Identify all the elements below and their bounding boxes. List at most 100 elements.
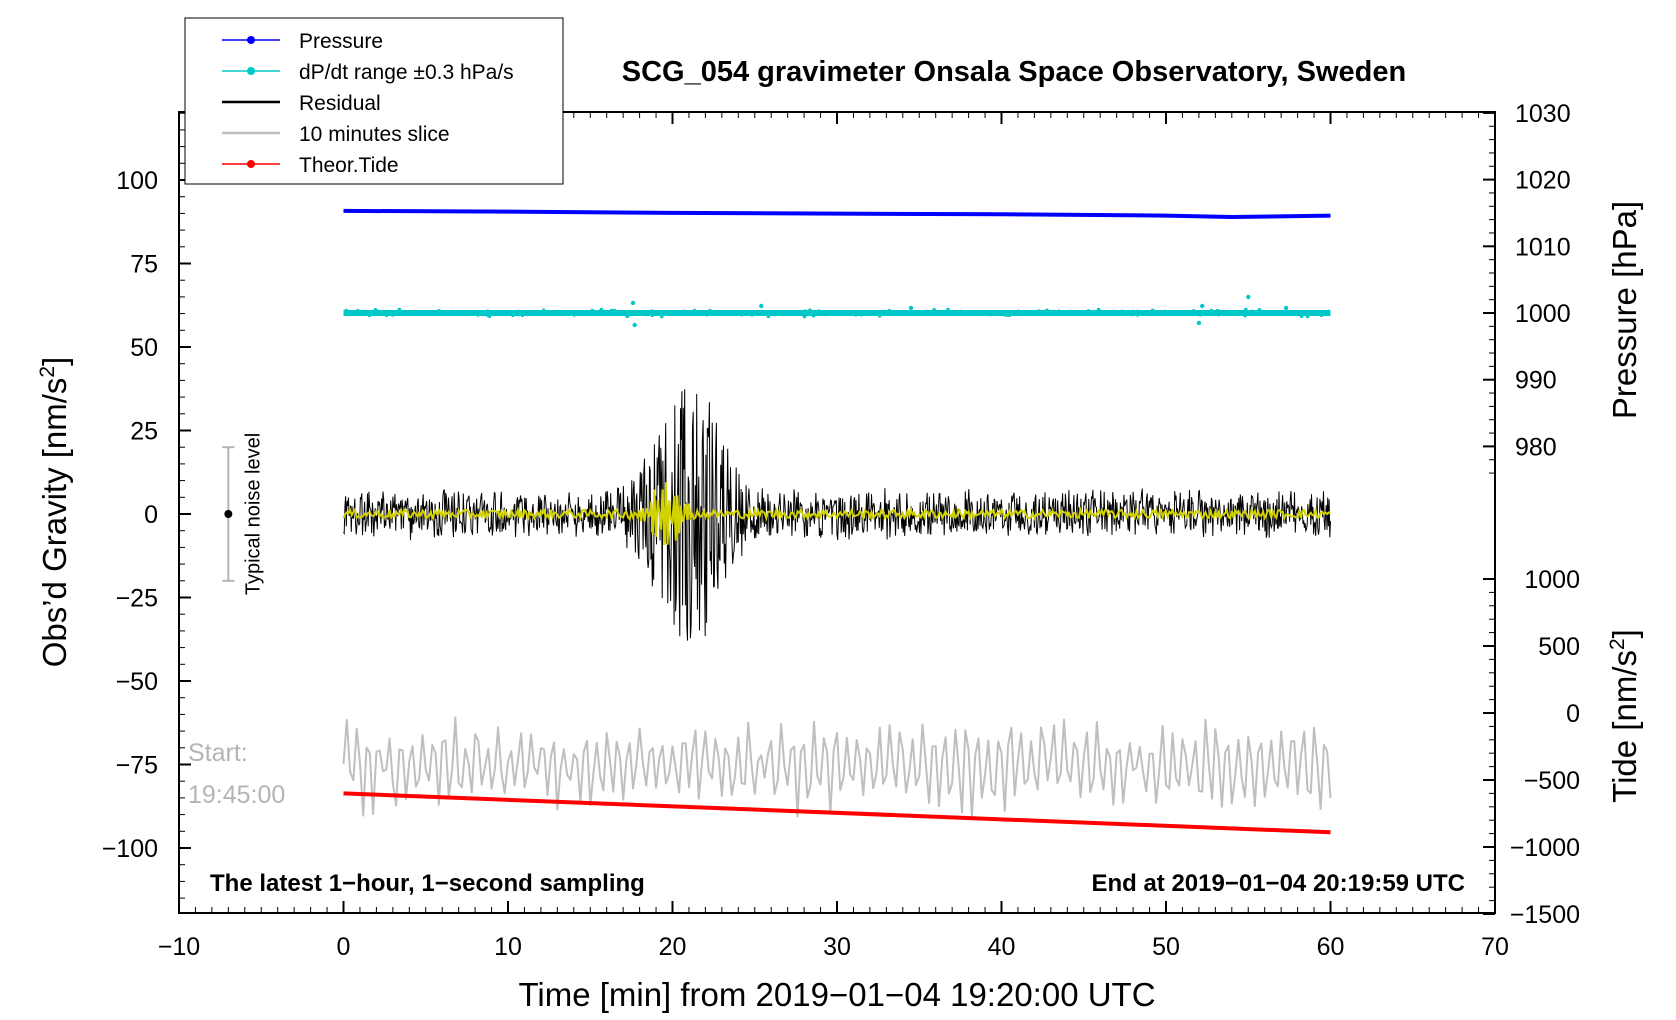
- tide-tick-label: 500: [1538, 633, 1580, 661]
- dpdt-point: [367, 310, 372, 315]
- dpdt-point: [740, 312, 744, 317]
- dpdt-point: [1169, 310, 1174, 315]
- dpdt-point: [867, 312, 871, 316]
- noise-bar-label: Typical noise level: [242, 433, 264, 595]
- dpdt-point: [958, 309, 963, 314]
- dpdt-point: [645, 312, 649, 317]
- dpdt-point: [937, 312, 942, 316]
- dpdt-point: [715, 312, 720, 316]
- dpdt-outlier: [1246, 294, 1251, 300]
- dpdt-point: [590, 308, 594, 313]
- dpdt-point: [835, 310, 839, 314]
- dpdt-point: [934, 310, 938, 315]
- dpdt-point: [373, 308, 378, 312]
- dpdt-point: [1247, 310, 1251, 315]
- dpdt-point: [1174, 312, 1178, 316]
- dpdt-point: [780, 311, 784, 315]
- bottom-left-note: The latest 1−hour, 1−second sampling: [210, 870, 645, 897]
- dpdt-point: [980, 311, 984, 315]
- tide-label-end: ]: [1606, 629, 1643, 638]
- dpdt-point: [854, 313, 858, 317]
- dpdt-point: [381, 309, 386, 314]
- dpdt-point: [911, 310, 915, 315]
- tide-label-exp: 2: [1606, 638, 1629, 650]
- legend-label: dP/dt range ±0.3 hPa/s: [299, 61, 514, 84]
- y-tick-label: −100: [102, 835, 158, 863]
- dpdt-point: [513, 310, 517, 314]
- dpdt-point: [721, 309, 725, 314]
- start-label: Start:: [188, 739, 248, 767]
- tide-label-main: Tide [nm/s: [1606, 650, 1643, 803]
- y-left-label: Obs’d Gravity [nm/s2]: [36, 357, 73, 668]
- dpdt-point: [1244, 307, 1248, 312]
- dpdt-point: [457, 312, 462, 316]
- pressure-ticks: 1030 1020 1010 1000 990 980: [1483, 100, 1571, 474]
- dpdt-point: [1226, 310, 1231, 314]
- dpdt-point: [1257, 308, 1262, 312]
- dpdt-point: [680, 312, 685, 316]
- dpdt-point: [1244, 310, 1248, 315]
- dpdt-point: [862, 310, 866, 315]
- dpdt-point: [520, 313, 525, 318]
- x-tick-label: −10: [158, 933, 200, 961]
- dpdt-point: [609, 308, 614, 313]
- legend-label: Residual: [299, 92, 381, 115]
- y-tick-label: 50: [130, 334, 158, 362]
- dpdt-point: [1135, 313, 1140, 317]
- dpdt-point: [932, 308, 936, 312]
- dpdt-point: [501, 312, 506, 316]
- y-left-label-end: ]: [36, 357, 73, 366]
- dpdt-point: [525, 312, 530, 317]
- tide-tick-label: 1000: [1524, 566, 1580, 594]
- dpdt-point: [1223, 310, 1227, 315]
- pressure-tick-label: 990: [1515, 367, 1557, 395]
- x-tick-label: 60: [1317, 933, 1345, 961]
- dpdt-point: [618, 311, 623, 315]
- y-tick-label: 0: [144, 501, 158, 529]
- dpdt-point: [691, 309, 696, 314]
- dpdt-outlier: [1200, 303, 1205, 309]
- pressure-tick-label: 1020: [1515, 167, 1571, 195]
- dpdt-point: [1045, 308, 1049, 313]
- dpdt-point: [486, 309, 490, 314]
- dpdt-point: [633, 311, 637, 316]
- dpdt-point: [386, 312, 390, 317]
- dpdt-outlier: [630, 300, 636, 306]
- dpdt-point: [1310, 311, 1315, 316]
- tide-series: [343, 791, 1331, 835]
- dpdt-point: [906, 310, 911, 315]
- dpdt-point: [829, 311, 833, 316]
- x-axis-ticks: −10 0 10 20 30 40 50 60 70: [158, 112, 1509, 961]
- dpdt-point: [730, 310, 735, 314]
- legend-label: 10 minutes slice: [299, 123, 450, 146]
- dpdt-point: [1198, 313, 1202, 317]
- tide-ticks: 1000 500 0 −500 −1000 −1500: [1483, 566, 1580, 929]
- dpdt-point: [418, 311, 423, 315]
- dpdt-point: [551, 311, 556, 316]
- dpdt-point: [625, 313, 630, 317]
- dpdt-point: [1029, 312, 1034, 317]
- dpdt-point: [356, 308, 360, 313]
- dpdt-point: [754, 311, 759, 316]
- dpdt-point: [1297, 312, 1302, 317]
- dpdt-point: [877, 311, 882, 316]
- dpdt-point: [918, 312, 922, 316]
- dpdt-point: [612, 308, 617, 313]
- dpdt-point: [660, 309, 664, 314]
- dpdt-point: [1086, 309, 1091, 313]
- dpdt-point: [1006, 312, 1011, 317]
- dpdt-point: [1192, 310, 1196, 315]
- x-tick-label: 30: [823, 933, 851, 961]
- dpdt-point: [650, 313, 655, 318]
- x-axis-label: Time [min] from 2019−01−04 19:20:00 UTC: [518, 976, 1155, 1013]
- dpdt-point: [736, 310, 741, 315]
- dpdt-point: [1114, 310, 1118, 314]
- dpdt-point: [1055, 311, 1060, 315]
- x-tick-label: 70: [1481, 933, 1509, 961]
- noise-bar: Typical noise level: [222, 433, 264, 595]
- dpdt-point: [872, 311, 877, 316]
- dpdt-point: [1319, 312, 1323, 317]
- dpdt-point: [964, 310, 969, 315]
- dpdt-point: [1120, 309, 1124, 314]
- dpdt-point: [750, 313, 754, 317]
